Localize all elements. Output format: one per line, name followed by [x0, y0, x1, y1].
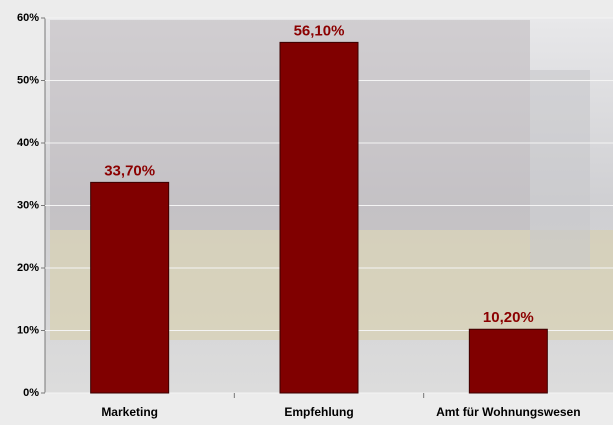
y-tick-label: 30%: [17, 199, 39, 211]
x-tick-label: Amt für Wohnungswesen: [436, 405, 580, 419]
value-label: 33,70%: [104, 162, 155, 179]
value-label: 10,20%: [483, 309, 534, 326]
bar: [279, 41, 359, 394]
y-tick-label: 0%: [23, 387, 39, 399]
x-tick-label: Empfehlung: [284, 405, 353, 419]
value-label: 56,10%: [294, 22, 345, 39]
y-tick-label: 40%: [17, 137, 39, 149]
bar: [468, 328, 548, 394]
y-tick-label: 10%: [17, 324, 39, 336]
y-tick-label: 20%: [17, 262, 39, 274]
y-tick-label: 60%: [17, 12, 39, 24]
x-tick-label: Marketing: [101, 405, 158, 419]
y-tick-label: 50%: [17, 74, 39, 86]
bar: [90, 181, 170, 394]
tower: [530, 70, 590, 270]
